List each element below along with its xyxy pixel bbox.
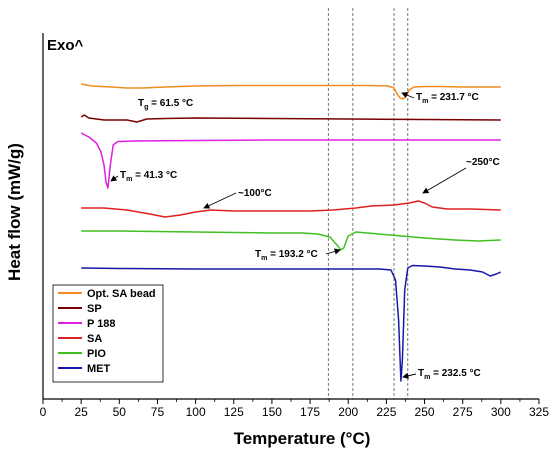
x-tick-label-0: 0 bbox=[40, 405, 47, 419]
series-line-4 bbox=[81, 200, 501, 218]
annotation-arrow-tm-sa-bead bbox=[401, 92, 415, 99]
vertical-reference-lines bbox=[327, 8, 409, 399]
x-tick-label-12: 300 bbox=[491, 405, 511, 419]
legend-label-5: PIO bbox=[87, 348, 106, 360]
y-axis-label: Heat flow (mW/g) bbox=[5, 143, 24, 281]
annotation-tm-sa-bead: Tm = 231.7 °C bbox=[416, 92, 479, 105]
annotation-tm-pio: Tm = 193.2 °C bbox=[255, 249, 318, 262]
annotation-sa-250: ~250°C bbox=[466, 157, 500, 168]
legend-box bbox=[52, 284, 164, 383]
series-line-5 bbox=[81, 230, 501, 251]
x-tick-label-6: 150 bbox=[262, 405, 282, 419]
annotation-tm-met: Tm = 232.5 °C bbox=[418, 368, 481, 381]
annotation-sa-100: ~100°C bbox=[238, 188, 272, 199]
annotation-arrow-tm-pio bbox=[325, 248, 341, 255]
annotation-tg-sp: Tg = 61.5 °C bbox=[138, 98, 193, 111]
series-line-2 bbox=[80, 114, 501, 123]
x-tick-label-11: 275 bbox=[453, 405, 473, 419]
exo-label: Exo^ bbox=[47, 37, 84, 54]
annotation-arrow-sa-250 bbox=[422, 167, 467, 194]
legend-label-4: SA bbox=[87, 333, 102, 345]
legend-label-6: MET bbox=[87, 363, 111, 375]
x-tick-label-5: 125 bbox=[224, 405, 244, 419]
series-line-1 bbox=[81, 83, 501, 100]
series-line-3 bbox=[80, 132, 501, 189]
x-tick-label-13: 325 bbox=[529, 405, 549, 419]
x-tick-label-9: 225 bbox=[376, 405, 396, 419]
x-tick-label-7: 175 bbox=[300, 405, 320, 419]
x-tick-label-1: 25 bbox=[74, 405, 88, 419]
x-tick-label-10: 250 bbox=[415, 405, 435, 419]
legend-label-2: SP bbox=[87, 303, 102, 315]
annotations: Tm = 231.7 °C Tg = 61.5 °C Tm = 41.3 °C ~10… bbox=[110, 92, 500, 381]
x-tick-label-3: 75 bbox=[151, 405, 165, 419]
series-line-6 bbox=[81, 264, 502, 382]
series-lines bbox=[80, 83, 502, 382]
legend: Opt. SA bead SP P 188 SA PIO MET bbox=[52, 284, 164, 383]
x-ticks: 0 25 50 75 100 125 150 175 200 225 250 275 300 325 bbox=[40, 399, 549, 419]
annotation-arrow-sa-100 bbox=[203, 192, 237, 209]
annotation-arrow-tm-met bbox=[402, 372, 417, 379]
x-tick-label-8: 200 bbox=[338, 405, 358, 419]
x-axis-label: Temperature (°C) bbox=[234, 429, 371, 448]
annotation-tm-p188: Tm = 41.3 °C bbox=[120, 170, 177, 183]
x-tick-label-2: 50 bbox=[113, 405, 127, 419]
x-tick-label-4: 100 bbox=[186, 405, 206, 419]
annotation-arrow-tm-p188 bbox=[110, 175, 119, 182]
legend-label-3: P 188 bbox=[87, 318, 116, 330]
legend-label-1: Opt. SA bead bbox=[87, 288, 156, 300]
